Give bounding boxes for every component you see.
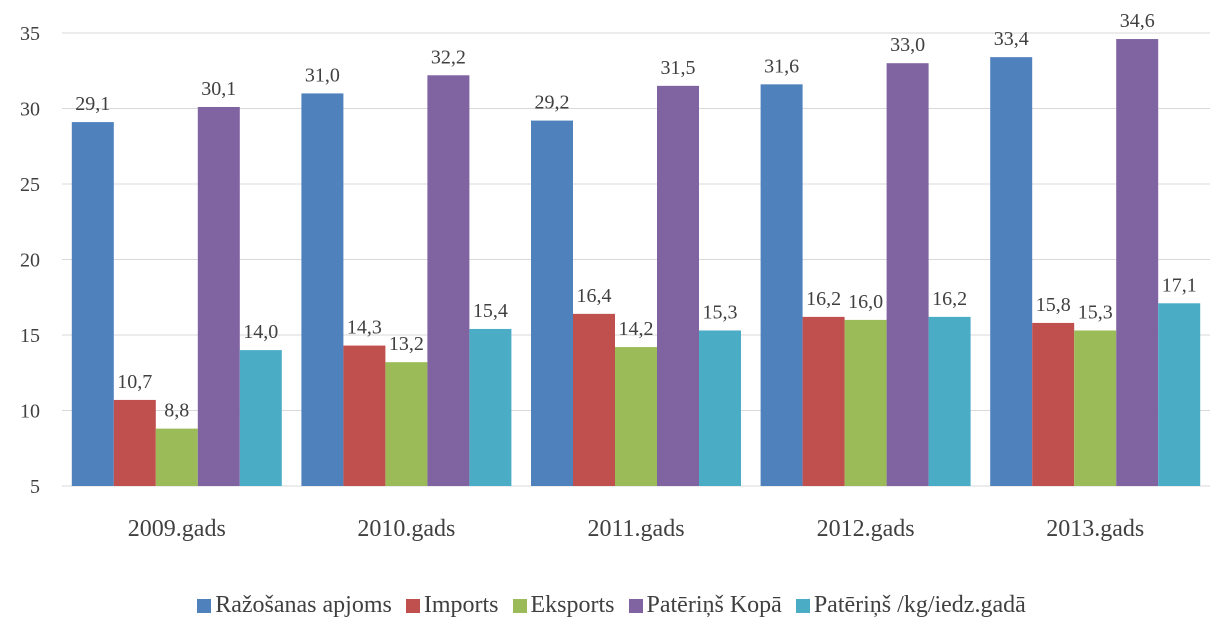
value-label: 16,0 [848,291,883,313]
legend-swatch [197,598,212,613]
bar [615,347,657,486]
legend-item: Ražošanas apjoms [197,592,392,619]
value-label: 31,0 [305,64,340,86]
legend-swatch [795,598,810,613]
value-label: 33,4 [994,28,1029,50]
bar [844,319,887,486]
y-tick-label: 15 [20,325,40,347]
bar [928,316,971,486]
value-label: 29,2 [535,92,570,114]
bar [1074,330,1117,486]
bar [239,350,282,486]
value-label: 15,3 [1078,301,1113,323]
legend-item: Imports [405,592,499,619]
bar [1032,322,1075,486]
legend-item: Patēriņš /kg/iedz.gadā [795,592,1026,619]
bar [531,120,573,486]
legend-label: Ražošanas apjoms [215,592,392,618]
legend-label: Patēriņš /kg/iedz.gadā [813,592,1026,618]
value-label: 16,2 [932,288,967,310]
value-label: 15,4 [473,300,508,322]
value-label: 29,1 [75,93,110,115]
legend-label: Imports [423,592,499,618]
bar [886,63,929,486]
value-label: 10,7 [117,371,152,393]
legend-swatch [405,598,420,613]
bar [343,345,386,486]
legend-label: Eksports [530,592,615,618]
value-label: 15,3 [703,301,738,323]
bar [657,85,699,486]
x-tick-label: 2013.gads [1046,516,1144,542]
y-tick-label: 25 [20,174,40,196]
legend-swatch [512,598,527,613]
bar [1158,303,1201,486]
value-label: 31,5 [661,57,696,79]
x-tick-label: 2012.gads [817,516,915,542]
value-label: 32,2 [431,46,466,68]
y-tick-label: 30 [20,99,40,121]
x-tick-label: 2011.gads [587,516,684,542]
bar [990,57,1033,486]
bar [113,399,156,486]
legend-item: Eksports [512,592,615,619]
legend-swatch [628,598,643,613]
bar [71,122,114,486]
bar [699,330,741,486]
value-label: 16,2 [806,288,841,310]
value-label: 30,1 [201,78,236,100]
y-tick-label: 10 [20,401,40,423]
y-tick-label: 5 [30,476,40,498]
value-label: 33,0 [890,34,925,56]
value-label: 16,4 [577,285,612,307]
chart: 5 10 15 20 25 30 35 2009.gads 29,1 10,7 8,8 30,1 14,… [20,10,1210,542]
bar [197,106,240,487]
bar [802,316,845,486]
y-tick-label: 35 [20,23,40,45]
value-label: 13,2 [389,333,424,355]
value-label: 14,0 [243,321,278,343]
bar [301,93,344,487]
legend-item: Patēriņš Kopā [628,592,782,619]
value-label: 31,6 [764,55,799,77]
value-label: 34,6 [1120,10,1155,32]
legend: Ražošanas apjoms Imports Eksports Patēriņš … [0,592,1223,619]
bar [1116,39,1159,486]
bar [385,362,428,486]
value-label: 14,3 [347,317,382,339]
bar [427,75,470,486]
bar [469,328,512,486]
value-label: 8,8 [164,400,189,422]
bar [573,313,615,486]
y-tick-label: 20 [20,250,40,272]
x-tick-label: 2010.gads [357,516,455,542]
bar [760,84,803,486]
x-tick-label: 2009.gads [128,516,226,542]
value-label: 14,2 [619,318,654,340]
bar [155,428,198,486]
legend-label: Patēriņš Kopā [646,592,782,618]
value-label: 17,1 [1162,274,1197,296]
value-label: 15,8 [1036,294,1071,316]
